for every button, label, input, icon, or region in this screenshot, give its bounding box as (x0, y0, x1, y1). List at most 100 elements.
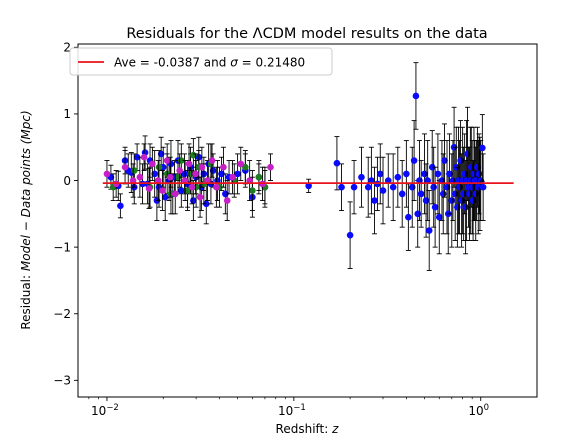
marker-magenta (176, 167, 183, 174)
data-point (449, 140, 457, 221)
marker-blue (151, 170, 158, 178)
data-point (230, 163, 238, 198)
data-point (410, 120, 418, 201)
x-axis-label-prefix: Redshift: (276, 422, 333, 436)
data-point (451, 146, 459, 241)
marker-blue (441, 157, 448, 164)
marker-blue (133, 153, 141, 161)
data-point (376, 143, 384, 205)
x-axis-ticks: 10−2 10−1 100 (88, 397, 489, 418)
marker-green (130, 167, 138, 174)
data-point (424, 140, 431, 221)
x-tick-label: 100 (468, 403, 489, 418)
chart-title: Residuals for the ΛCDM model results on … (126, 26, 487, 42)
y-tick-label: 1 (63, 107, 71, 121)
marker-magenta (204, 177, 211, 184)
data-point (350, 160, 358, 215)
y-tick-label: −1 (53, 240, 71, 254)
data-point (154, 160, 162, 201)
legend-label: Ave = -0.0387 and σ = 0.21480 (114, 56, 305, 70)
x-tick-exponent: −1 (293, 403, 306, 413)
marker-magenta (185, 160, 193, 168)
marker-blue (178, 187, 185, 194)
y-tick-label: 2 (63, 41, 71, 55)
series-blue (107, 62, 487, 271)
x-axis-label: Redshift: z (276, 422, 340, 436)
marker-green (249, 187, 256, 194)
data-point (213, 166, 220, 208)
legend-box (69, 47, 333, 76)
marker-blue (384, 177, 392, 184)
marker-blue (421, 170, 428, 178)
y-axis-label: Residual: Model − Data points (Mpc) (19, 110, 33, 329)
data-point (441, 123, 448, 198)
data-point (414, 180, 422, 248)
data-point (368, 146, 375, 215)
marker-magenta (136, 173, 144, 181)
legend-sigma-symbol: σ (230, 56, 238, 70)
marker-blue (454, 203, 461, 211)
x-tick-label: 10−2 (91, 403, 119, 418)
data-point (129, 163, 137, 198)
marker-blue (434, 170, 442, 178)
data-point (416, 140, 423, 221)
data-point (229, 160, 236, 195)
marker-magenta (188, 183, 196, 191)
data-point (159, 170, 166, 211)
marker-magenta (208, 157, 216, 164)
marker-blue (338, 183, 345, 191)
data-point (430, 146, 437, 228)
marker-blue (479, 183, 487, 191)
marker-blue (417, 190, 425, 198)
marker-blue (389, 183, 397, 191)
marker-magenta (213, 183, 220, 191)
marker-blue (462, 203, 469, 211)
data-point (384, 153, 392, 208)
marker-blue (424, 177, 431, 184)
y-tick-label: −3 (53, 374, 71, 388)
data-point (425, 190, 433, 271)
marker-blue (376, 170, 384, 178)
marker-blue (405, 213, 412, 221)
data-point (145, 168, 153, 209)
data-point (346, 201, 354, 269)
data-point (412, 62, 420, 130)
marker-magenta (237, 160, 245, 168)
marker-magenta (140, 153, 148, 161)
marker-magenta (171, 190, 179, 198)
y-tick-label: −2 (53, 307, 71, 321)
marker-magenta (154, 177, 162, 184)
marker-blue (394, 173, 402, 181)
legend: Ave = -0.0387 and σ = 0.21480 (69, 47, 333, 76)
marker-blue (117, 202, 124, 210)
data-point (188, 170, 196, 205)
marker-blue (422, 197, 430, 204)
data-point (431, 166, 439, 248)
data-point (417, 160, 425, 228)
data-point (161, 173, 169, 221)
x-tick-base: 10 (468, 404, 483, 418)
y-axis-ticks: 2 1 0 −1 −2 −3 (53, 41, 78, 388)
marker-magenta (166, 173, 174, 181)
marker-magenta (121, 163, 129, 171)
data-point (358, 146, 365, 208)
marker-blue (350, 183, 358, 191)
x-tick-label: 10−1 (278, 403, 306, 418)
data-point (405, 183, 412, 251)
marker-blue (431, 203, 439, 211)
marker-blue (358, 173, 365, 181)
marker-blue (234, 170, 241, 178)
data-point (151, 150, 158, 198)
data-point (255, 163, 263, 191)
marker-blue (398, 190, 406, 198)
data-point (166, 156, 174, 198)
marker-magenta (103, 170, 111, 178)
marker-magenta (246, 177, 253, 184)
marker-blue (475, 170, 483, 178)
marker-blue (181, 170, 188, 178)
data-point (209, 153, 217, 188)
data-point (149, 146, 156, 181)
marker-blue (412, 92, 420, 100)
series-magenta (103, 143, 274, 221)
data-point (208, 143, 216, 178)
